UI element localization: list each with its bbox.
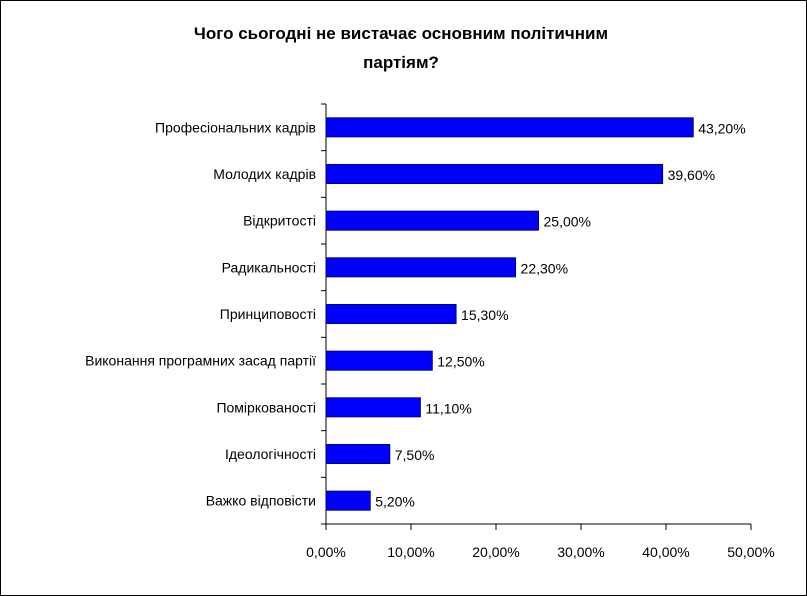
- data-label: 11,10%: [425, 400, 471, 416]
- data-label: 12,50%: [437, 354, 484, 370]
- data-label: 15,30%: [461, 307, 508, 323]
- category-label: Молодих кадрів: [213, 166, 316, 182]
- x-tick-label: 0,00%: [306, 544, 346, 560]
- x-tick-label: 10,00%: [387, 544, 434, 560]
- category-label: Поміркованості: [216, 399, 316, 415]
- bar: [325, 490, 371, 511]
- data-label: 43,20%: [698, 120, 745, 136]
- category-label: Професіональних кадрів: [155, 119, 316, 135]
- data-label: 25,00%: [544, 214, 591, 230]
- bar: [325, 117, 694, 138]
- data-label: 7,50%: [395, 447, 435, 463]
- data-label: 39,60%: [668, 167, 715, 183]
- x-tick-label: 50,00%: [727, 544, 774, 560]
- x-tick-label: 30,00%: [557, 544, 604, 560]
- data-label: 22,30%: [521, 260, 568, 276]
- category-label: Відкритості: [243, 213, 316, 229]
- x-tick-label: 40,00%: [642, 544, 689, 560]
- bar: [325, 444, 391, 464]
- category-label: Виконання програмних засад партії: [85, 353, 316, 369]
- bar: [325, 304, 457, 324]
- category-label: Ідеологічності: [225, 446, 316, 462]
- bar: [325, 164, 664, 184]
- chart-title-line-2: партіям?: [363, 53, 439, 72]
- category-label: Радикальності: [222, 259, 316, 275]
- chart-title-line-1: Чого сьогодні не вистачає основним політ…: [194, 24, 608, 43]
- x-tick-label: 20,00%: [472, 544, 519, 560]
- category-label: Принциповості: [220, 306, 316, 322]
- bar: [325, 397, 421, 418]
- category-label: Важко відповісти: [206, 493, 316, 509]
- bar: [325, 257, 517, 278]
- bar: [325, 350, 433, 371]
- bar: [325, 210, 539, 231]
- data-label: 5,20%: [375, 494, 415, 510]
